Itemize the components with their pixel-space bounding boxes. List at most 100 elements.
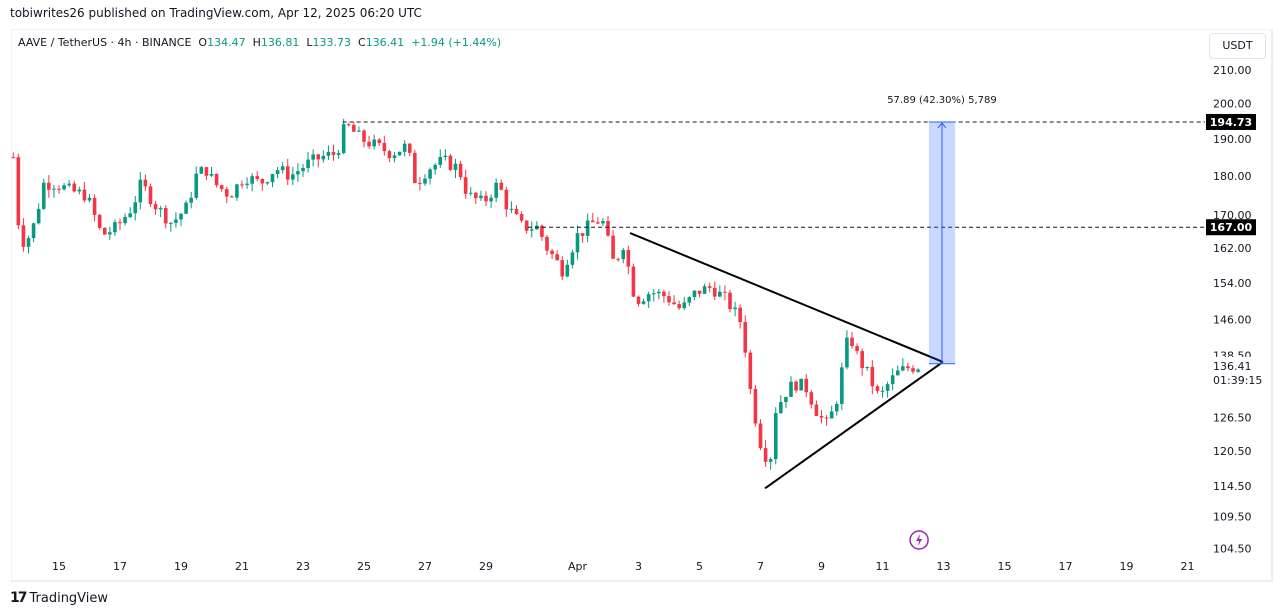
candle-body bbox=[382, 143, 387, 152]
currency-button[interactable]: USDT bbox=[1209, 33, 1266, 59]
candle-body bbox=[123, 217, 127, 224]
candle-body bbox=[128, 213, 132, 218]
price-label-bg bbox=[1206, 219, 1256, 236]
candle-body bbox=[458, 163, 463, 178]
candle-body bbox=[509, 208, 514, 210]
candle-body bbox=[504, 189, 509, 210]
candle-body bbox=[402, 143, 407, 152]
candle-body bbox=[214, 173, 219, 186]
candle-body bbox=[158, 208, 163, 210]
candle-body bbox=[855, 346, 859, 352]
x-tick-label: 9 bbox=[818, 560, 825, 573]
high-value: 136.81 bbox=[260, 36, 300, 49]
last-price-label: 136.41 bbox=[1213, 360, 1252, 373]
candle-body bbox=[245, 183, 249, 186]
candle-body bbox=[768, 459, 773, 462]
candle-body bbox=[174, 219, 178, 223]
symbol-legend: AAVE / TetherUS · 4h · BINANCE O134.47 H… bbox=[18, 36, 501, 49]
candle-body bbox=[301, 167, 305, 172]
candle-body bbox=[21, 225, 26, 247]
candle-body bbox=[219, 185, 224, 190]
candle-body bbox=[204, 167, 209, 176]
candle-body bbox=[36, 208, 41, 224]
candle-body bbox=[285, 166, 290, 180]
candle-body bbox=[901, 366, 905, 371]
candle-body bbox=[804, 378, 809, 393]
x-tick-label: 13 bbox=[937, 560, 951, 573]
x-tick-label: 21 bbox=[1181, 560, 1195, 573]
candle-body bbox=[651, 293, 656, 295]
candle-body bbox=[352, 124, 356, 132]
candle-body bbox=[748, 352, 753, 389]
candle-body bbox=[784, 396, 788, 403]
open-value: 134.47 bbox=[207, 36, 246, 49]
candle-body bbox=[601, 221, 605, 224]
candle-body bbox=[275, 170, 280, 175]
triangle-upper-trendline bbox=[629, 232, 944, 363]
candle-body bbox=[41, 182, 46, 209]
candle-body bbox=[824, 417, 829, 419]
candle-body bbox=[657, 291, 661, 294]
candle-body bbox=[413, 152, 417, 184]
candle-body bbox=[850, 337, 854, 347]
candle-body bbox=[667, 296, 671, 303]
open-label: O bbox=[198, 36, 208, 49]
candle-body bbox=[641, 301, 646, 304]
x-tick-label: Apr bbox=[568, 560, 588, 573]
candle-body bbox=[611, 235, 615, 259]
y-tick-label: 146.00 bbox=[1213, 313, 1252, 326]
candle-body bbox=[885, 384, 890, 391]
candle-body bbox=[163, 208, 168, 224]
candle-body bbox=[224, 189, 229, 197]
tradingview-logo-icon: 17 bbox=[10, 590, 28, 606]
candle-body bbox=[199, 167, 204, 174]
x-tick-label: 3 bbox=[635, 560, 642, 573]
candle-body bbox=[514, 208, 519, 215]
price-label-bg bbox=[1206, 113, 1256, 130]
candle-body bbox=[138, 179, 143, 203]
candle-body bbox=[336, 153, 341, 155]
candle-body bbox=[189, 197, 193, 203]
y-tick-label: 109.50 bbox=[1213, 510, 1252, 523]
candle-body bbox=[240, 184, 244, 186]
low-value: 133.73 bbox=[312, 36, 352, 49]
candle-body bbox=[72, 183, 77, 192]
candle-body bbox=[860, 351, 864, 369]
candle-body bbox=[230, 196, 234, 198]
candle-body bbox=[489, 197, 493, 202]
candle-body bbox=[433, 164, 437, 170]
candle-body bbox=[687, 297, 692, 303]
countdown-label: 01:39:15 bbox=[1213, 374, 1262, 387]
candle-body bbox=[255, 176, 260, 180]
candle-body bbox=[707, 286, 712, 288]
candle-body bbox=[463, 177, 468, 194]
x-tick-label: 7 bbox=[757, 560, 764, 573]
candle-body bbox=[494, 182, 498, 198]
candle-body bbox=[763, 448, 768, 462]
candle-body bbox=[280, 166, 285, 171]
symbol-name[interactable]: AAVE / TetherUS · 4h · BINANCE bbox=[18, 36, 192, 49]
candle-body bbox=[428, 169, 432, 179]
y-tick-label: 104.50 bbox=[1213, 543, 1252, 556]
candle-body bbox=[677, 304, 681, 309]
candle-body bbox=[733, 307, 737, 310]
tradingview-brand[interactable]: 17 TradingView bbox=[10, 590, 108, 606]
y-tick-label: 154.00 bbox=[1213, 277, 1252, 290]
candle-body bbox=[697, 290, 702, 294]
candle-body bbox=[133, 202, 138, 214]
candle-body bbox=[346, 124, 351, 126]
candle-body bbox=[911, 368, 915, 372]
change-value: +1.94 (+1.44%) bbox=[411, 36, 502, 49]
candle-body bbox=[631, 266, 636, 297]
candle-body bbox=[316, 154, 321, 160]
candle-body bbox=[265, 182, 270, 184]
candle-body bbox=[270, 174, 275, 183]
candle-body bbox=[626, 249, 631, 267]
candle-body bbox=[387, 151, 392, 159]
candle-body bbox=[479, 195, 483, 199]
x-tick-label: 17 bbox=[113, 560, 127, 573]
candle-body bbox=[723, 291, 727, 293]
candle-body bbox=[260, 179, 265, 184]
candle-body bbox=[545, 236, 549, 251]
